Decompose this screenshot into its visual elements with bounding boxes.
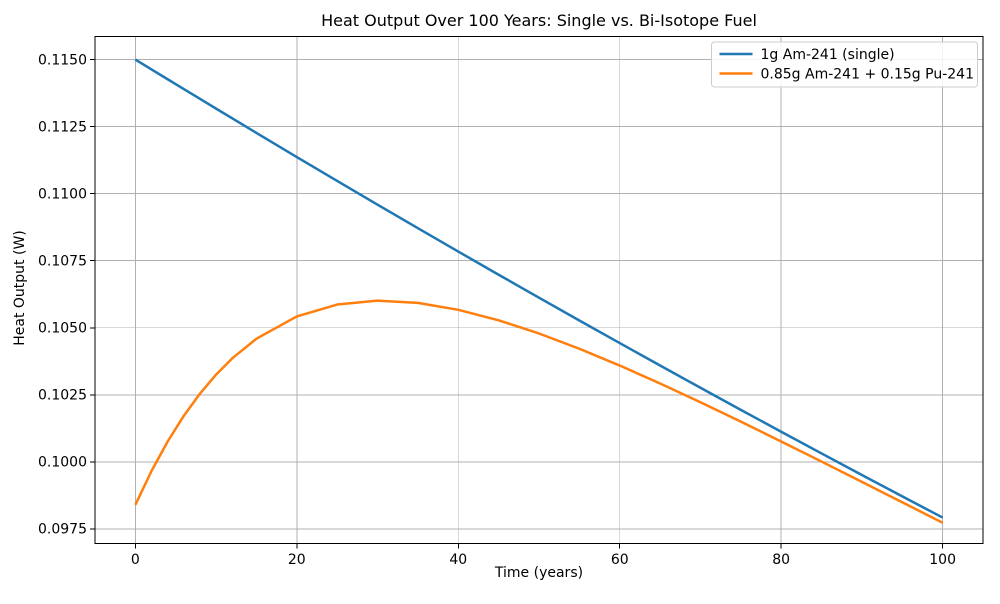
- series-line-am241-single: [134, 58, 944, 519]
- legend-label-1: 0.85g Am-241 + 0.15g Pu-241: [761, 66, 974, 82]
- axes-spines: [94, 36, 984, 544]
- plot-area: [95, 36, 983, 544]
- x-tick-label-4: 80: [772, 552, 790, 568]
- x-tick-label-0: 0: [131, 552, 140, 568]
- x-axis-label: Time (years): [494, 565, 583, 581]
- x-tick-label-1: 20: [288, 552, 306, 568]
- y-tick-label-2: 0.1025: [38, 388, 87, 404]
- y-tick-label-0: 0.0975: [38, 522, 87, 538]
- x-tick-label-5: 100: [929, 552, 956, 568]
- x-tick-label-2: 40: [449, 552, 467, 568]
- y-tick-label-4: 0.1075: [38, 253, 87, 269]
- y-tick-label-3: 0.1050: [38, 321, 87, 337]
- legend-box: [711, 41, 978, 88]
- series-line-bi-isotope: [134, 299, 944, 524]
- y-axis-label: Heat Output (W): [12, 230, 28, 346]
- y-tick-label-6: 0.1125: [38, 119, 87, 135]
- y-tick-label-5: 0.1100: [38, 186, 87, 202]
- y-tick-label-7: 0.1150: [38, 52, 87, 68]
- chart-title: Heat Output Over 100 Years: Single vs. B…: [321, 11, 757, 30]
- y-tick-label-1: 0.1000: [38, 455, 87, 471]
- x-tick-label-3: 60: [611, 552, 629, 568]
- legend-label-0: 1g Am-241 (single): [761, 47, 895, 63]
- legend: 1g Am-241 (single) 0.85g Am-241 + 0.15g P…: [711, 41, 978, 88]
